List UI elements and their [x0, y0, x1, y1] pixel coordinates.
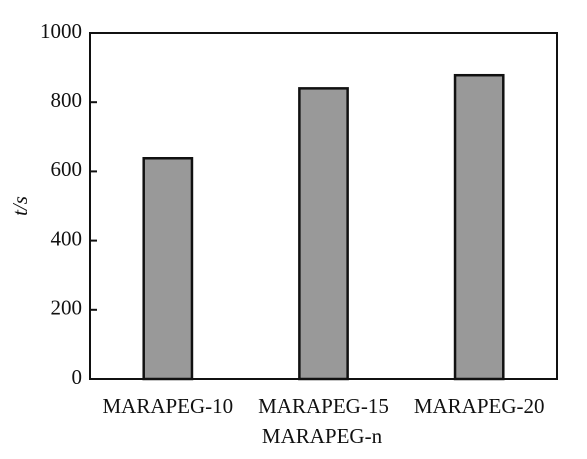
y-tick-label: 0 — [72, 365, 83, 389]
y-axis-title: t/s — [8, 196, 32, 216]
y-tick-label: 1000 — [40, 19, 82, 43]
bar — [142, 157, 194, 381]
y-tick-label: 800 — [51, 88, 83, 112]
x-tick-label: MARAPEG-20 — [414, 394, 545, 418]
y-tick-label: 200 — [51, 296, 83, 320]
bar — [298, 87, 349, 381]
x-tick-label: MARAPEG-10 — [102, 394, 233, 418]
x-axis-title: MARAPEG-n — [262, 424, 383, 448]
bar — [453, 73, 505, 381]
x-tick-label: MARAPEG-15 — [258, 394, 389, 418]
y-tick-label: 600 — [51, 157, 83, 181]
y-tick-label: 400 — [51, 226, 83, 250]
plot-frame — [89, 32, 558, 380]
